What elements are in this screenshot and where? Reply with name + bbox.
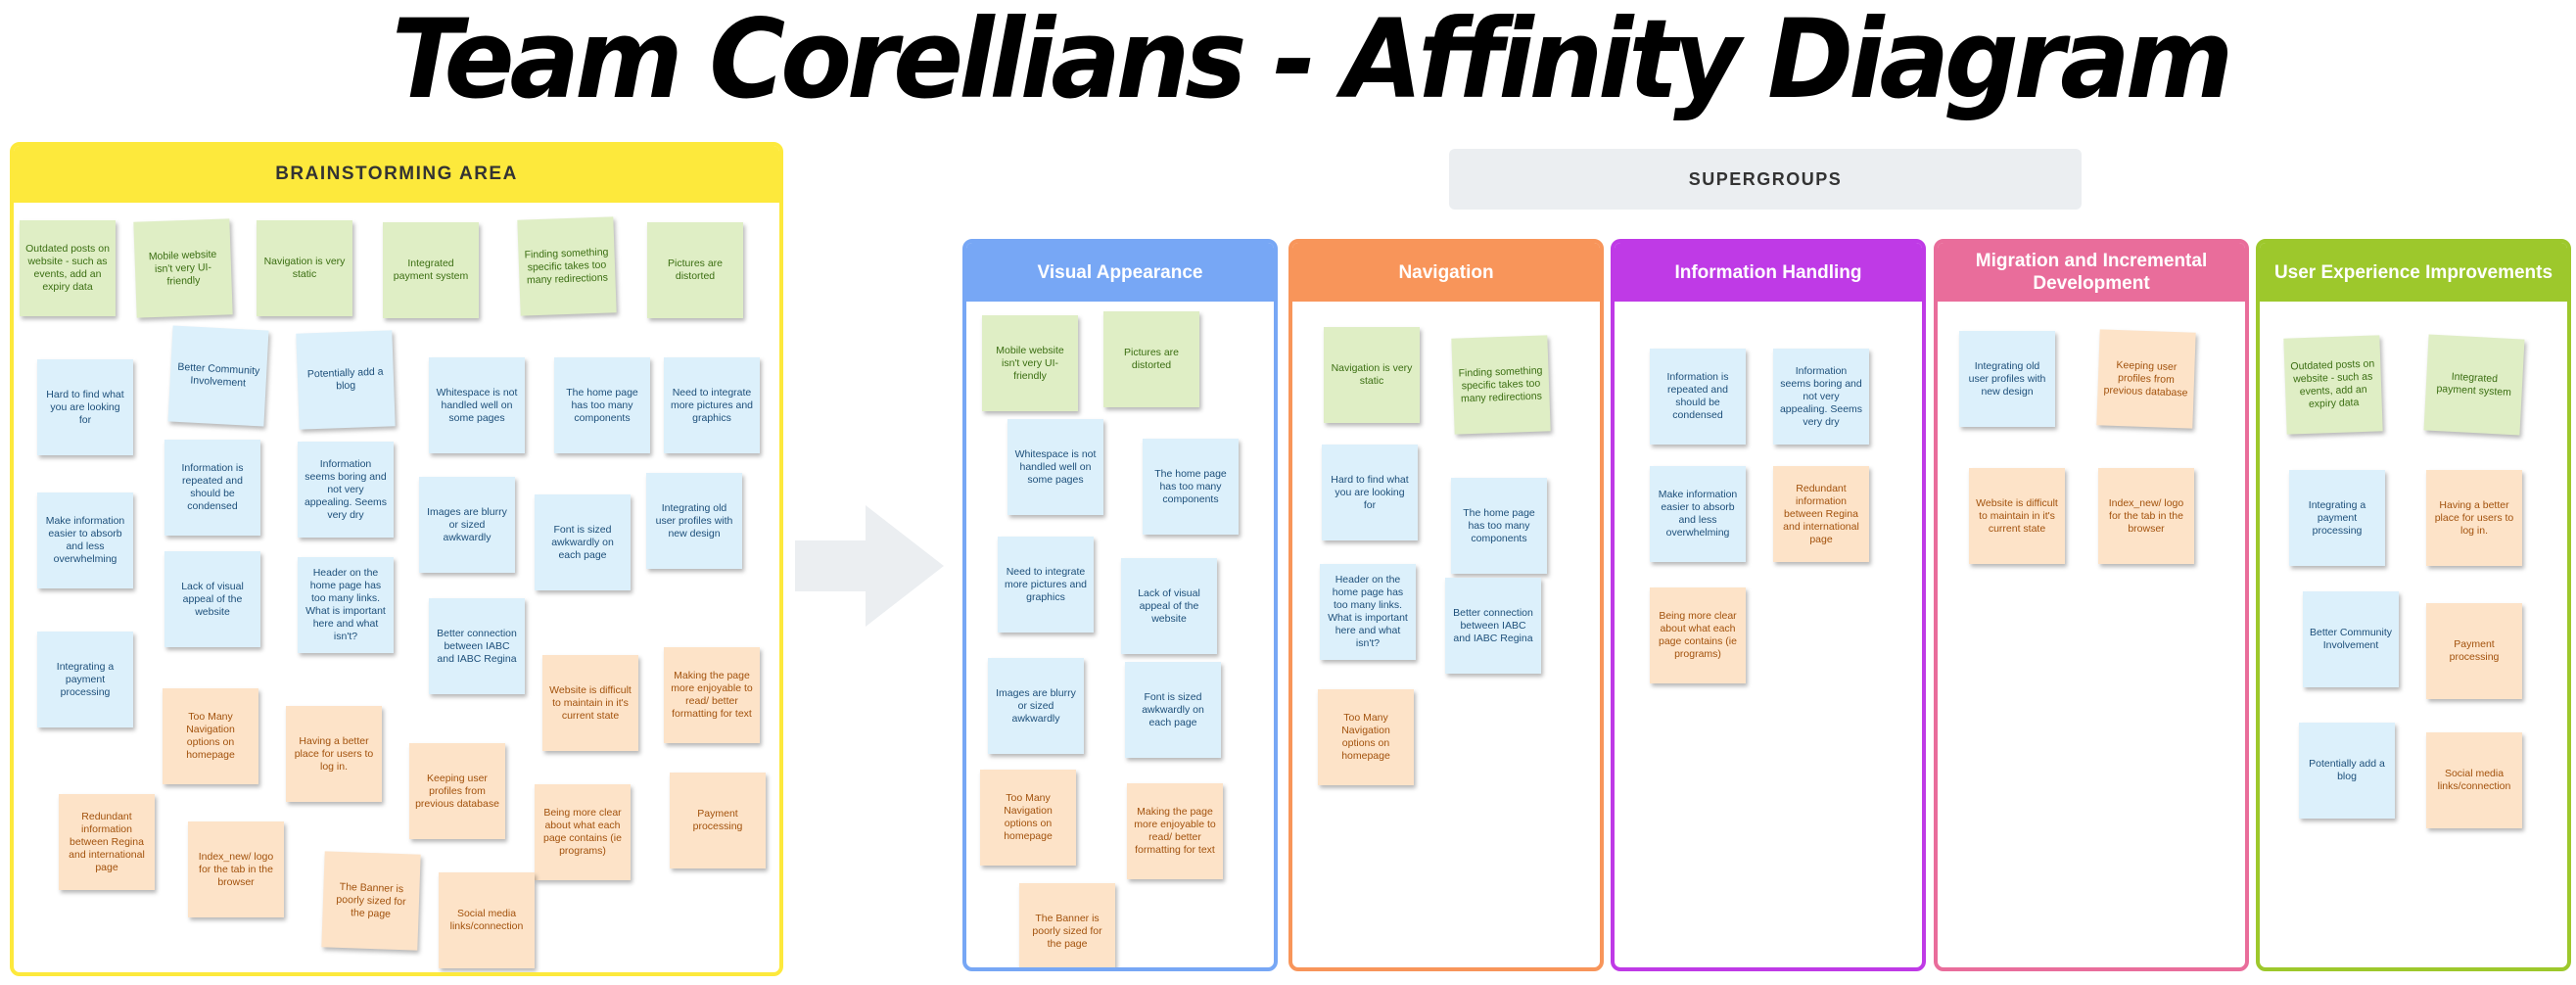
sticky-note[interactable]: Having a better place for users to log i…	[286, 706, 382, 802]
sticky-note[interactable]: Having a better place for users to log i…	[2426, 470, 2522, 566]
sticky-note[interactable]: Images are blurry or sized awkwardly	[988, 658, 1084, 754]
sticky-note[interactable]: Better connection between IABC and IABC …	[1445, 578, 1541, 674]
sticky-note[interactable]: Whitespace is not handled well on some p…	[1007, 419, 1103, 515]
supergroup-header: Visual Appearance	[966, 243, 1274, 302]
right-arrow-icon	[795, 505, 944, 627]
sticky-note[interactable]: Need to integrate more pictures and grap…	[664, 357, 760, 453]
supergroup-header: User Experience Improvements	[2260, 243, 2567, 302]
sticky-note[interactable]: Lack of visual appeal of the website	[164, 551, 260, 647]
supergroups-label: SUPERGROUPS	[1449, 149, 2082, 210]
supergroup-header: Migration and Incremental Development	[1938, 243, 2245, 302]
sticky-note[interactable]: Better connection between IABC and IABC …	[429, 598, 525, 694]
supergroup-panel: Migration and Incremental Development Int…	[1934, 239, 2249, 971]
sticky-note[interactable]: Finding something specific takes too man…	[517, 216, 617, 316]
sticky-note[interactable]: Make information easier to absorb and le…	[37, 492, 133, 588]
sticky-note[interactable]: Social media links/connection	[2426, 732, 2522, 828]
sticky-note[interactable]: Pictures are distorted	[647, 222, 743, 318]
sticky-note[interactable]: Header on the home page has too many lin…	[298, 557, 394, 653]
sticky-note[interactable]: The Banner is poorly sized for the page	[1019, 883, 1115, 967]
sticky-note[interactable]: Too Many Navigation options on homepage	[163, 688, 258, 784]
sticky-note[interactable]: Mobile website isn't very UI-friendly	[133, 218, 233, 318]
sticky-note[interactable]: Too Many Navigation options on homepage	[1318, 689, 1414, 785]
sticky-note[interactable]: Information seems boring and not very ap…	[298, 442, 394, 538]
sticky-note[interactable]: Redundant information between Regina and…	[59, 794, 155, 890]
sticky-note[interactable]: Payment processing	[2426, 603, 2522, 699]
sticky-note[interactable]: Images are blurry or sized awkwardly	[419, 477, 515, 573]
sticky-note[interactable]: Better Community Involvement	[167, 325, 269, 427]
sticky-note[interactable]: Integrating old user profiles with new d…	[646, 473, 742, 569]
sticky-note[interactable]: Payment processing	[670, 773, 766, 868]
sticky-note[interactable]: Information seems boring and not very ap…	[1773, 349, 1869, 445]
sticky-note[interactable]: Redundant information between Regina and…	[1773, 466, 1869, 562]
brainstorming-area: BRAINSTORMING AREA Outdated posts on web…	[10, 142, 783, 976]
supergroup-header: Navigation	[1292, 243, 1600, 302]
sticky-note[interactable]: Social media links/connection	[439, 872, 535, 968]
sticky-note[interactable]: Making the page more enjoyable to read/ …	[664, 647, 760, 743]
sticky-note[interactable]: Being more clear about what each page co…	[1650, 587, 1746, 683]
sticky-note[interactable]: Too Many Navigation options on homepage	[980, 770, 1076, 866]
sticky-note[interactable]: Information is repeated and should be co…	[1650, 349, 1746, 445]
sticky-note[interactable]: Better Community Involvement	[2303, 591, 2399, 687]
sticky-note[interactable]: Potentially add a blog	[296, 330, 396, 430]
sticky-note[interactable]: Hard to find what you are looking for	[1322, 445, 1418, 540]
sticky-note[interactable]: Finding something specific takes too man…	[1451, 335, 1551, 435]
sticky-note[interactable]: The Banner is poorly sized for the page	[321, 851, 421, 951]
sticky-note[interactable]: Navigation is very static	[1324, 327, 1420, 423]
sticky-note[interactable]: Header on the home page has too many lin…	[1320, 564, 1416, 660]
sticky-note[interactable]: Navigation is very static	[257, 220, 352, 316]
sticky-note[interactable]: Integrated payment system	[2423, 334, 2525, 436]
sticky-note[interactable]: The home page has too many components	[1451, 478, 1547, 574]
sticky-note[interactable]: Website is difficult to maintain in it's…	[542, 655, 638, 751]
sticky-note[interactable]: Information is repeated and should be co…	[164, 440, 260, 536]
sticky-note[interactable]: Integrating old user profiles with new d…	[1959, 331, 2055, 427]
sticky-note[interactable]: Mobile website isn't very UI-friendly	[982, 315, 1078, 411]
sticky-note[interactable]: Font is sized awkwardly on each page	[535, 494, 631, 590]
sticky-note[interactable]: Integrating a payment processing	[2289, 470, 2385, 566]
brainstorming-area-header: BRAINSTORMING AREA	[14, 146, 779, 203]
sticky-note[interactable]: Outdated posts on website - such as even…	[2283, 335, 2383, 435]
sticky-note[interactable]: Whitespace is not handled well on some p…	[429, 357, 525, 453]
sticky-note[interactable]: Index_new/ logo for the tab in the brows…	[2098, 468, 2194, 564]
sticky-note[interactable]: Font is sized awkwardly on each page	[1125, 662, 1221, 758]
sticky-note[interactable]: The home page has too many components	[554, 357, 650, 453]
supergroup-panel: Navigation Navigation is very static Findi…	[1288, 239, 1604, 971]
supergroup-panel: Information Handling Information is repea…	[1611, 239, 1926, 971]
diagram-title: Team Corellians - Affinity Diagram	[392, 0, 2233, 123]
sticky-note[interactable]: Integrating a payment processing	[37, 632, 133, 727]
sticky-note[interactable]: Lack of visual appeal of the website	[1121, 558, 1217, 654]
sticky-note[interactable]: Need to integrate more pictures and grap…	[998, 537, 1094, 633]
sticky-note[interactable]: Index_new/ logo for the tab in the brows…	[188, 821, 284, 917]
sticky-note[interactable]: Outdated posts on website - such as even…	[20, 220, 116, 316]
sticky-note[interactable]: Website is difficult to maintain in it's…	[1969, 468, 2065, 564]
sticky-note[interactable]: Pictures are distorted	[1103, 311, 1199, 407]
sticky-note[interactable]: Making the page more enjoyable to read/ …	[1127, 783, 1223, 879]
supergroup-header: Information Handling	[1615, 243, 1922, 302]
sticky-note[interactable]: Hard to find what you are looking for	[37, 359, 133, 455]
sticky-note[interactable]: Integrated payment system	[383, 222, 479, 318]
sticky-note[interactable]: Make information easier to absorb and le…	[1650, 466, 1746, 562]
sticky-note[interactable]: The home page has too many components	[1143, 439, 1239, 535]
sticky-note[interactable]: Keeping user profiles from previous data…	[2096, 329, 2196, 429]
supergroup-panel: Visual Appearance Mobile website isn't ve…	[962, 239, 1278, 971]
supergroup-panel: User Experience Improvements Outdated pos…	[2256, 239, 2571, 971]
sticky-note[interactable]: Keeping user profiles from previous data…	[409, 743, 505, 839]
sticky-note[interactable]: Being more clear about what each page co…	[535, 784, 631, 880]
sticky-note[interactable]: Potentially add a blog	[2299, 723, 2395, 819]
